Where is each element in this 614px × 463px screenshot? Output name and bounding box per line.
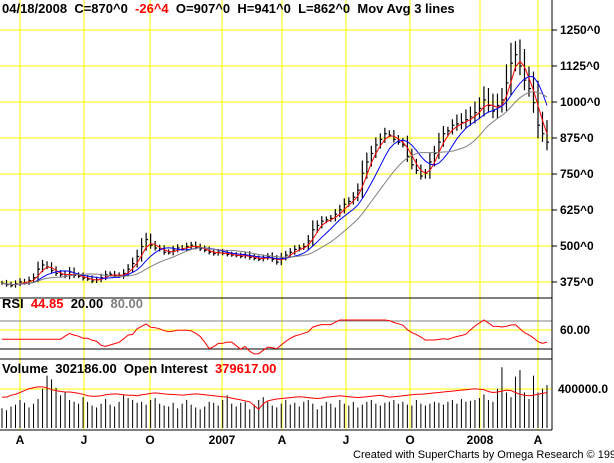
rsi-panel: [2, 319, 548, 355]
x-tick-label: O: [145, 433, 154, 447]
quote-close: C=870^0: [74, 1, 128, 16]
x-tick-label: J: [81, 433, 88, 447]
x-tick-label: A: [16, 433, 25, 447]
quote-header: 04/18/2008 C=870^0 -26^4 O=907^0 H=941^0…: [2, 1, 455, 16]
ma-mid-line: [1, 75, 548, 286]
study-label: Mov Avg 3 lines: [357, 1, 455, 16]
volume-tick-label: 400000.0: [558, 382, 608, 396]
x-tick-label: 2008: [467, 433, 494, 447]
rsi-value: 44.85: [30, 296, 64, 311]
quote-change: -26^4: [135, 1, 169, 16]
rsi-header: RSI 44.85 20.00 80.00: [2, 296, 143, 311]
price-tick-label: 500^0: [560, 239, 594, 253]
x-tick-label: 2007: [209, 433, 236, 447]
volume-panel: [1, 367, 548, 428]
rsi-tick-label: 60.00: [560, 323, 590, 337]
rsi-line: [2, 319, 548, 355]
price-tick-label: 750^0: [560, 167, 594, 181]
footer-credit: Created with SuperCharts by Omega Resear…: [353, 449, 614, 461]
quote-low: L=862^0: [298, 1, 351, 16]
volume-header: Volume 302186.00 Open Interest 379617.00: [2, 361, 276, 376]
x-tick-label: A: [278, 433, 287, 447]
chart-grid: [0, 0, 553, 431]
ma-slow-line: [1, 90, 548, 286]
axis-ticks: 375^0 500^0 625^0 750^0 875^0 1000^0 1125^0 125…: [16, 23, 609, 447]
open-interest-line: [2, 386, 548, 411]
rsi-upper: 80.00: [110, 296, 144, 311]
volume-label: Volume: [2, 361, 48, 376]
price-tick-label: 875^0: [560, 131, 594, 145]
quote-date: 04/18/2008: [2, 1, 68, 16]
quote-high: H=941^0: [237, 1, 291, 16]
quote-open: O=907^0: [175, 1, 231, 16]
price-tick-label: 1000^0: [560, 95, 601, 109]
volume-value: 302186.00: [55, 361, 117, 376]
price-tick-label: 625^0: [560, 203, 594, 217]
rsi-lower: 20.00: [70, 296, 104, 311]
oi-label: Open Interest: [123, 361, 208, 376]
rsi-label: RSI: [2, 296, 24, 311]
oi-value: 379617.00: [214, 361, 277, 376]
price-panel: [1, 39, 549, 288]
x-tick-label: O: [405, 433, 414, 447]
x-tick-label: A: [534, 433, 543, 447]
price-tick-label: 1125^0: [560, 59, 600, 73]
price-tick-label: 375^0: [560, 275, 594, 289]
x-tick-label: J: [343, 433, 350, 447]
price-tick-label: 1250^0: [560, 23, 601, 37]
